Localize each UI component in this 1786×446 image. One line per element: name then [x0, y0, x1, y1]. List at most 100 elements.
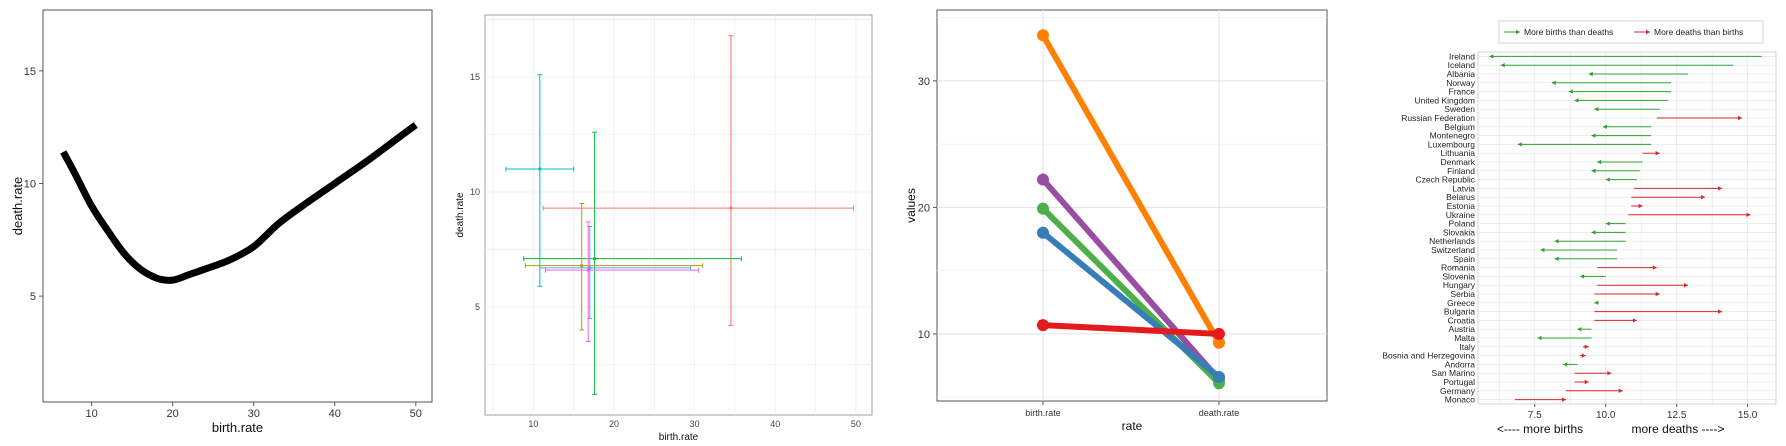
- slope-series: [1037, 226, 1225, 383]
- birth-rate-point: [1037, 202, 1049, 215]
- arrow-head: [1632, 318, 1637, 323]
- data-point: [729, 206, 733, 210]
- country-arrow: [1628, 212, 1751, 217]
- data-point: [580, 263, 584, 268]
- data-point: [586, 268, 590, 272]
- country-arrow: [1594, 309, 1723, 314]
- legend-box: [1498, 20, 1764, 44]
- country-label: Italy: [1459, 342, 1475, 352]
- arrow-head: [1540, 247, 1545, 253]
- error-cross: [539, 225, 692, 319]
- slope-series: [1037, 29, 1225, 349]
- x-tick-label: 20: [167, 408, 179, 420]
- panel-4: IrelandIcelandAlbaniaNorwayFranceUnited …: [1382, 20, 1777, 436]
- birth-rate-point: [1037, 173, 1049, 186]
- arrow-head: [1655, 151, 1660, 156]
- country-arrow: [1591, 230, 1626, 235]
- x-tick-label: 50: [851, 419, 861, 429]
- country-arrow: [1588, 71, 1689, 77]
- arrow-head: [1591, 168, 1596, 173]
- country-label: Lithuania: [1440, 148, 1475, 158]
- country-arrow: [1574, 379, 1589, 385]
- country-label: Sweden: [1444, 104, 1475, 114]
- x-tick-label: 10: [86, 408, 98, 420]
- country-arrow: [1594, 291, 1660, 297]
- arrow-head: [1618, 388, 1623, 393]
- x-axis-title: birth.rate: [659, 432, 699, 443]
- y-axis-title: values: [904, 188, 918, 223]
- x-axis-title-left: <---- more births: [1497, 422, 1583, 436]
- arrow-head: [1652, 265, 1657, 270]
- data-point: [588, 266, 592, 270]
- y-tick-label: 10: [470, 187, 480, 197]
- smooth-curve: [60, 122, 418, 284]
- country-label: Romania: [1441, 263, 1475, 273]
- legend-item: More deaths than births: [1634, 27, 1743, 37]
- country-label: Bulgaria: [1444, 307, 1475, 317]
- country-arrow: [1602, 124, 1652, 129]
- arrow-head: [1638, 203, 1643, 209]
- country-arrow: [1594, 300, 1599, 305]
- arrow-head: [1684, 283, 1689, 288]
- country-arrow: [1605, 221, 1626, 226]
- country-arrow: [1565, 388, 1623, 393]
- country-arrow: [1594, 318, 1637, 323]
- arrow-head: [1737, 115, 1742, 121]
- x-tick-label: 50: [410, 408, 422, 420]
- x-tick-label: 12.5: [1667, 410, 1687, 421]
- country-arrow: [1594, 107, 1660, 112]
- country-arrow: [1554, 256, 1618, 261]
- arrow-head: [1580, 274, 1585, 279]
- country-arrow: [1563, 362, 1578, 367]
- country-arrow: [1634, 186, 1723, 191]
- country-label: Spain: [1453, 254, 1475, 264]
- country-label: Serbia: [1450, 289, 1475, 299]
- country-arrow: [1514, 397, 1566, 402]
- legend-label: More births than deaths: [1524, 27, 1613, 37]
- arrow-head: [1551, 80, 1556, 85]
- country-label: Luxembourg: [1428, 139, 1476, 149]
- legend-key-arrow: [1516, 29, 1520, 35]
- country-arrow: [1605, 177, 1637, 182]
- arrow-head: [1581, 353, 1586, 358]
- arrow-head: [1574, 98, 1579, 103]
- x-axis-title: rate: [1122, 419, 1143, 433]
- country-label: Hungary: [1443, 280, 1476, 290]
- country-arrow: [1554, 239, 1626, 244]
- country-arrow: [1583, 344, 1589, 349]
- country-label: Malta: [1454, 333, 1475, 343]
- arrow-head: [1718, 309, 1723, 314]
- country-arrow: [1537, 335, 1592, 341]
- x-tick-label: 15.0: [1738, 410, 1758, 421]
- country-arrow: [1517, 142, 1652, 147]
- y-tick-label: 5: [30, 291, 36, 303]
- arrow-head: [1597, 159, 1602, 165]
- country-arrow: [1597, 159, 1643, 165]
- country-label: Switzerland: [1431, 245, 1475, 255]
- legend-item: More births than deaths: [1504, 27, 1613, 37]
- country-label: Ukraine: [1446, 210, 1476, 220]
- country-label: France: [1449, 87, 1476, 97]
- arrow-head: [1607, 371, 1612, 376]
- y-axis-title: death.rate: [10, 177, 25, 236]
- country-arrow: [1591, 133, 1652, 138]
- arrow-head: [1591, 230, 1596, 235]
- data-point: [593, 257, 597, 261]
- arrow-head: [1554, 239, 1559, 244]
- x-tick-label: 20: [609, 419, 619, 429]
- error-cross: [544, 221, 700, 342]
- birth-rate-point: [1037, 319, 1049, 332]
- country-label: United Kingdom: [1415, 95, 1475, 105]
- arrow-head: [1605, 177, 1610, 182]
- country-label: Ireland: [1449, 51, 1475, 61]
- death-rate-point: [1213, 336, 1225, 349]
- country-label: Latvia: [1452, 183, 1475, 193]
- x-tick-label: birth.rate: [1025, 408, 1061, 418]
- country-label: Andorra: [1445, 359, 1476, 369]
- arrow-head: [1517, 142, 1522, 147]
- arrow-head: [1489, 54, 1494, 59]
- x-tick-label: 10.0: [1596, 410, 1616, 421]
- death-rate-point: [1213, 370, 1225, 383]
- x-tick-label: 10: [528, 419, 538, 429]
